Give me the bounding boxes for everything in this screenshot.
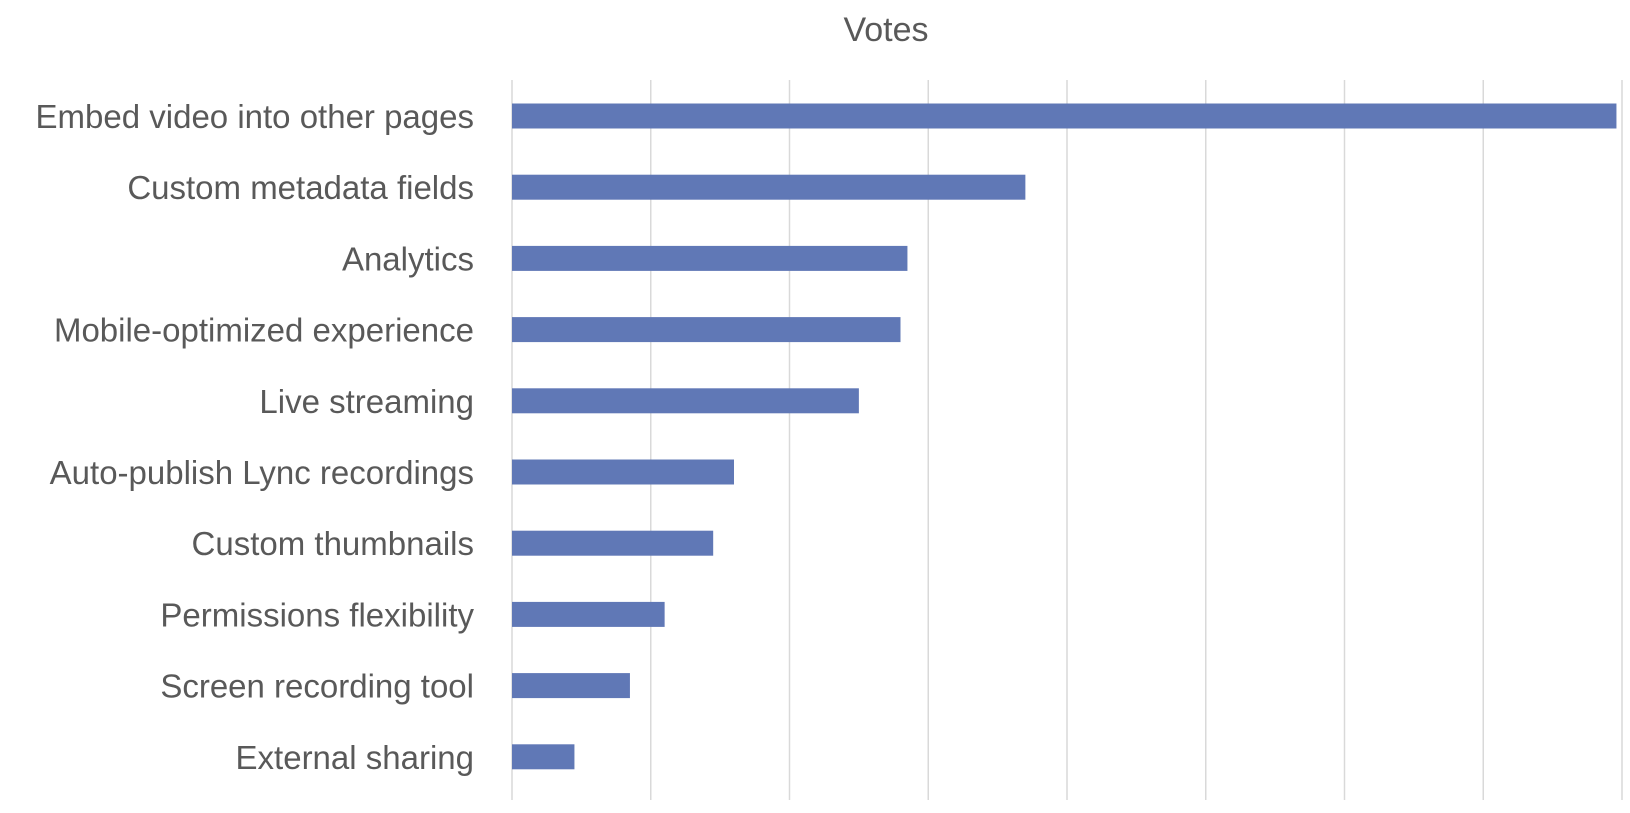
gridlines: [511, 80, 1623, 800]
category-labels: Embed video into other pages Custom metad…: [36, 98, 475, 776]
bar-1: [512, 174, 1026, 200]
bar-0: [512, 103, 1617, 129]
chart-title: Votes: [843, 11, 928, 49]
bar-3: [512, 317, 901, 343]
category-label-8: Screen recording tool: [160, 668, 474, 705]
category-label-2: Analytics: [342, 240, 474, 277]
bar-8: [512, 673, 630, 699]
bar-7: [512, 601, 665, 627]
bar-2: [512, 245, 908, 271]
category-label-1: Custom metadata fields: [127, 169, 474, 206]
category-label-6: Custom thumbnails: [192, 525, 474, 562]
category-label-4: Live streaming: [259, 383, 474, 420]
bar-6: [512, 530, 714, 556]
category-label-3: Mobile-optimized experience: [54, 312, 474, 349]
bar-9: [512, 744, 575, 770]
category-label-5: Auto-publish Lync recordings: [50, 454, 474, 491]
category-label-7: Permissions flexibility: [160, 596, 474, 633]
category-label-0: Embed video into other pages: [36, 98, 474, 135]
bar-5: [512, 459, 734, 485]
bar-4: [512, 388, 859, 414]
category-label-9: External sharing: [236, 739, 474, 776]
bars: [512, 103, 1617, 770]
